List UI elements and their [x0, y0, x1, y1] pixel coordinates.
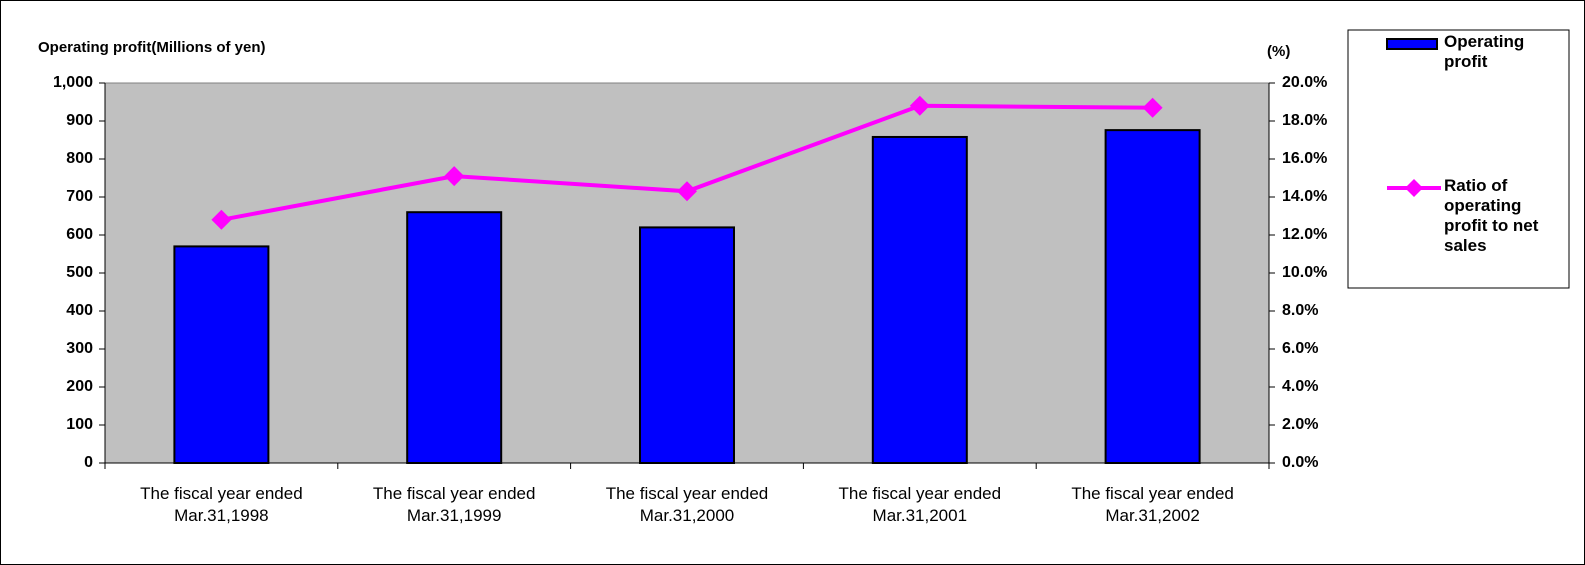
- y-tick-label: 200: [66, 378, 93, 395]
- y-axis-label: Operating profit(Millions of yen): [38, 39, 266, 56]
- y2-tick-label: 10.0%: [1282, 264, 1327, 281]
- y2-tick-label: 14.0%: [1282, 188, 1327, 205]
- y2-axis-label: (%): [1267, 43, 1291, 60]
- y2-tick-label: 18.0%: [1282, 112, 1327, 129]
- marker: [909, 95, 930, 116]
- y2-tick-label: 0.0%: [1282, 454, 1318, 471]
- legend-label: Ratio of operating profit to net sales: [1444, 176, 1539, 255]
- legend-marker: [1405, 179, 1423, 197]
- y2-tick-label: 16.0%: [1282, 150, 1327, 167]
- bar: [639, 226, 735, 464]
- y-tick-label: 1,000: [53, 74, 93, 91]
- marker: [677, 181, 697, 202]
- y2-tick-label: 6.0%: [1282, 340, 1318, 357]
- x-tick-label: The fiscal year ended Mar.31,1998: [140, 484, 303, 525]
- legend-label: Operating profit: [1444, 32, 1525, 71]
- y-tick-label: 600: [66, 226, 93, 243]
- y-tick-label: 400: [66, 302, 93, 319]
- marker: [444, 166, 465, 187]
- y-tick-label: 300: [66, 340, 93, 357]
- x-tick-label: The fiscal year ended Mar.31,2000: [605, 484, 769, 525]
- y-tick-label: 900: [66, 112, 93, 129]
- x-tick-label: The fiscal year ended Mar.31,2002: [1071, 484, 1234, 525]
- y2-tick-label: 8.0%: [1282, 302, 1318, 319]
- bar: [871, 135, 968, 465]
- y2-tick-label: 2.0%: [1282, 416, 1318, 433]
- y-tick-label: 0: [84, 454, 93, 471]
- marker: [211, 209, 232, 230]
- x-tick-label: The fiscal year ended Mar.31,1999: [372, 484, 536, 525]
- y-tick-label: 500: [66, 264, 93, 281]
- bar: [406, 211, 503, 464]
- y2-tick-label: 12.0%: [1282, 226, 1327, 243]
- y2-tick-label: 20.0%: [1282, 74, 1327, 91]
- y2-tick-label: 4.0%: [1282, 378, 1318, 395]
- bar: [1104, 129, 1201, 464]
- y-tick-label: 800: [66, 150, 93, 167]
- legend-swatch: [1386, 38, 1438, 50]
- bar: [173, 245, 270, 464]
- y-tick-label: 100: [66, 416, 93, 433]
- y-tick-label: 700: [66, 188, 93, 205]
- legend-box: [1347, 29, 1570, 289]
- x-tick-label: The fiscal year ended Mar.31,2001: [838, 484, 1002, 525]
- marker: [1142, 97, 1163, 118]
